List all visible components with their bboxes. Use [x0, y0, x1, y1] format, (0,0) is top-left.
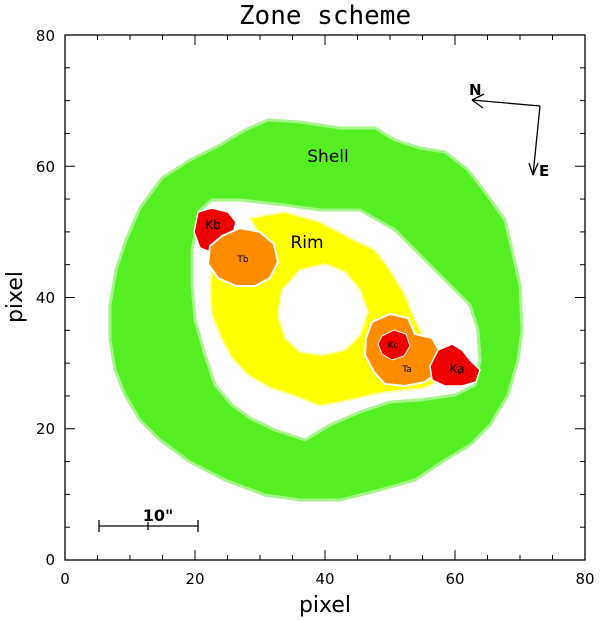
north-arrow-line	[471, 99, 541, 107]
rim-label: Rim	[290, 233, 323, 253]
x-axis-label: pixel	[299, 593, 351, 618]
ka-label: Ka	[449, 362, 464, 376]
tb-label: Tb	[236, 255, 248, 265]
scale-bar-label: 10"	[143, 506, 174, 525]
east-label: E	[539, 162, 549, 180]
compass: N E	[469, 81, 549, 180]
y-tick-label: 40	[36, 289, 55, 307]
figure-title: Zone scheme	[239, 1, 411, 31]
north-label: N	[469, 81, 482, 99]
scale-bar: 10"	[98, 506, 199, 532]
kb-label: Kb	[205, 218, 221, 232]
shell-label: Shell	[307, 147, 348, 167]
x-tick-label: 0	[60, 570, 70, 588]
x-tick-label: 20	[185, 570, 204, 588]
east-arrowhead	[528, 162, 539, 176]
tail-tb	[206, 226, 280, 287]
ta-label: Ta	[401, 365, 412, 375]
knot-kc	[377, 329, 411, 361]
y-tick-label: 0	[45, 551, 55, 569]
y-tick-label: 20	[36, 420, 55, 438]
y-tick-label: 80	[36, 27, 55, 45]
axis-ticks	[64, 34, 586, 561]
east-arrow-line	[532, 105, 541, 176]
x-tick-label: 80	[575, 570, 594, 588]
x-tick-label: 60	[445, 570, 464, 588]
north-arrowhead	[471, 93, 485, 109]
shell-zone	[108, 118, 524, 502]
y-axis-label: pixel	[3, 271, 28, 323]
x-tick-label: 40	[315, 570, 334, 588]
y-tick-label: 60	[36, 158, 55, 176]
knot-ka	[429, 343, 481, 387]
kc-label: Kc	[388, 341, 399, 351]
